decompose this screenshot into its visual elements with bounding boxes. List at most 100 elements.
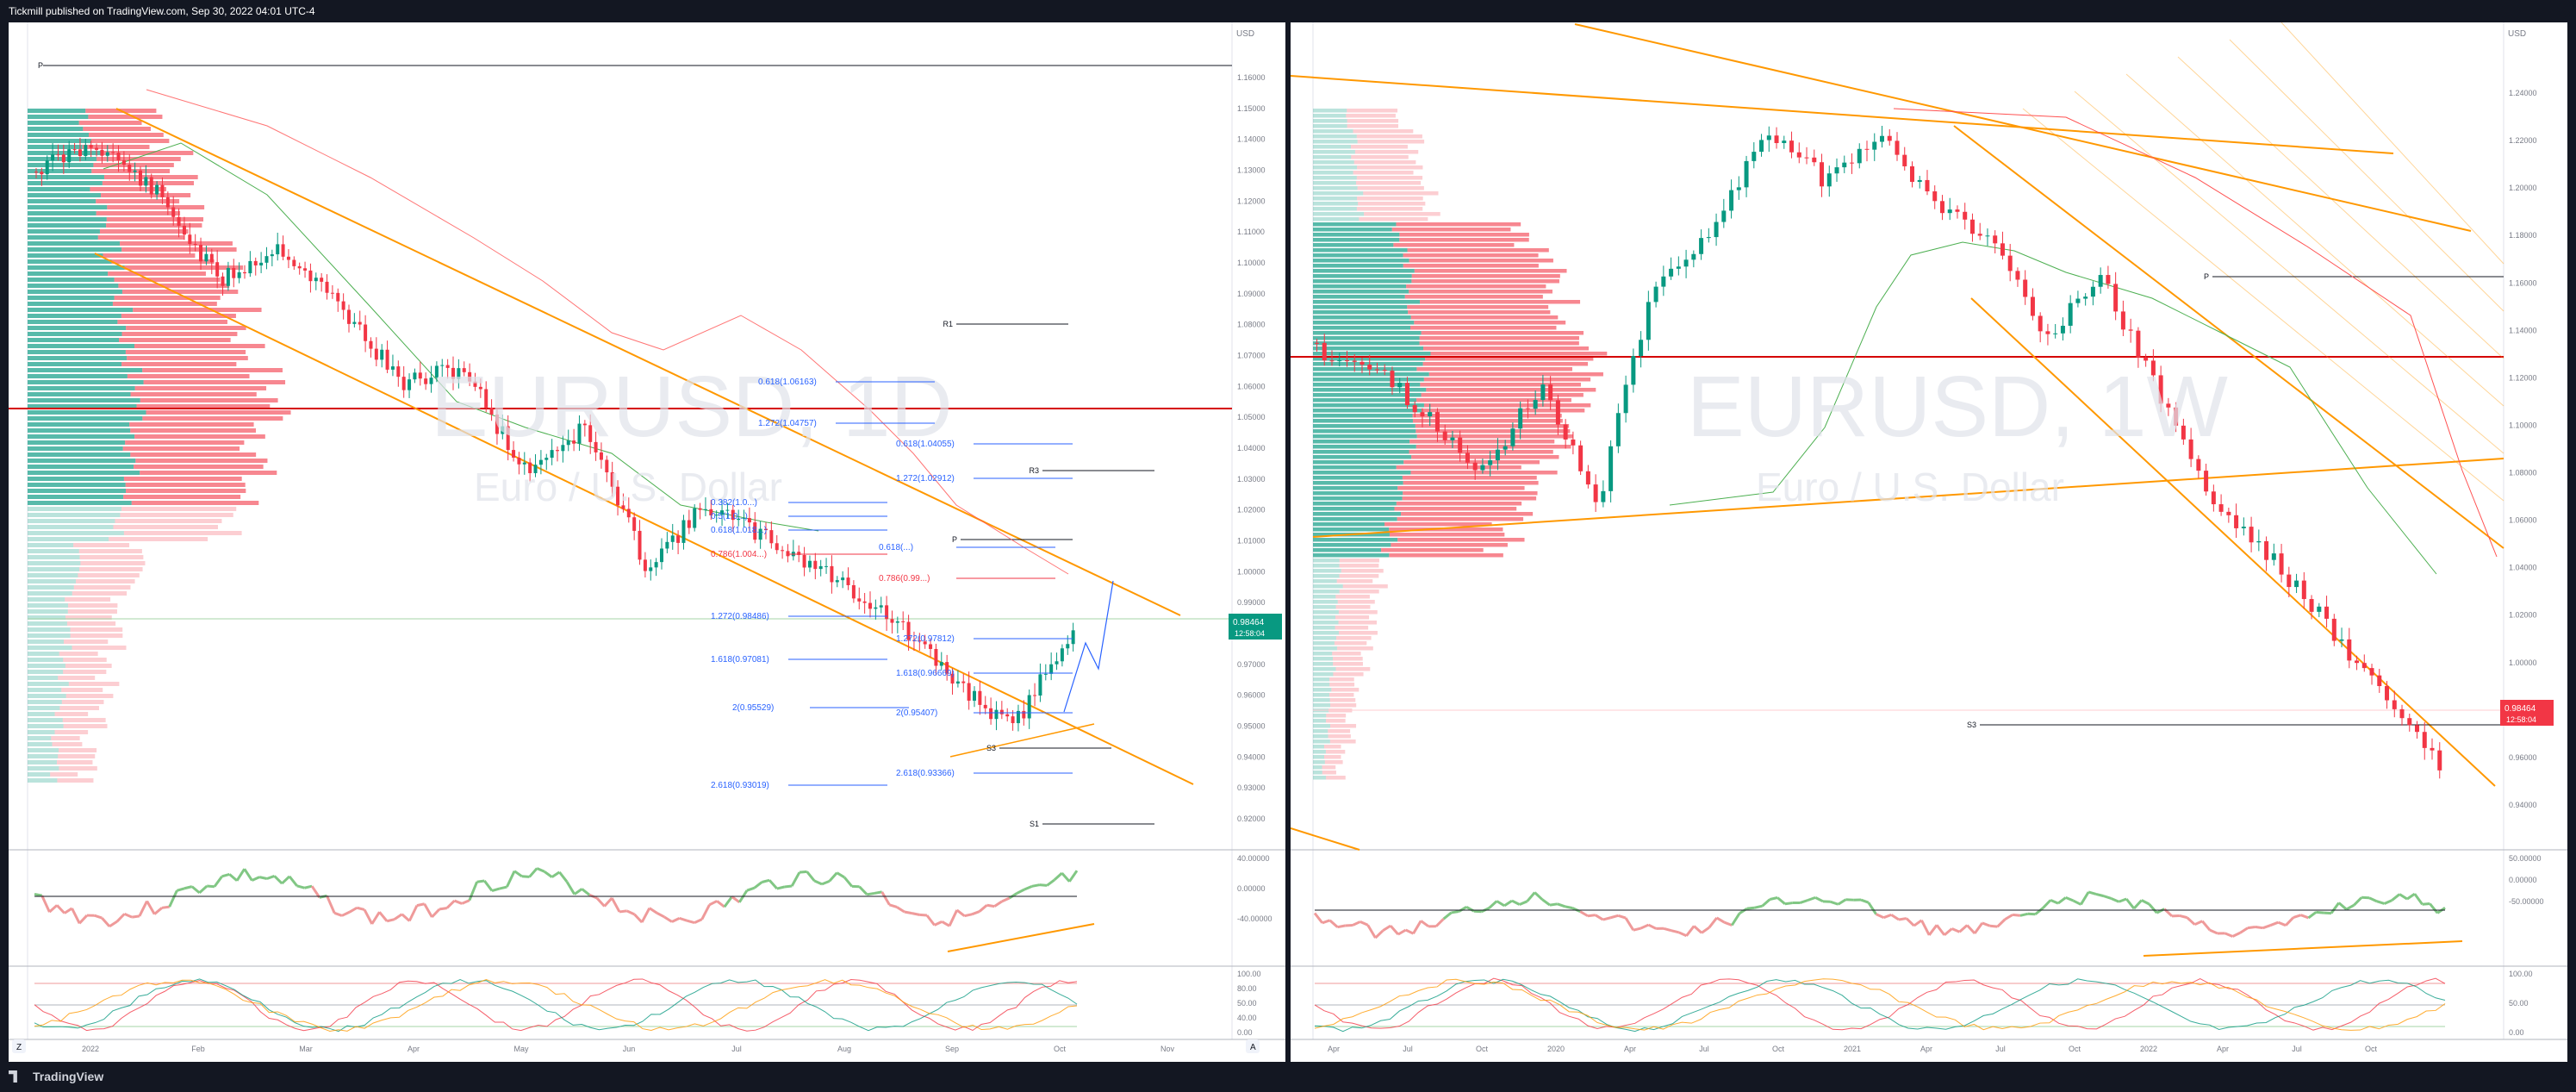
volume-bar-up <box>28 290 122 294</box>
right-chart-panel[interactable]: P S3 EURUSD, 1W Euro / U.S. Dollar 1.2400… <box>1291 22 2567 1062</box>
oscillator-line <box>1920 920 1931 936</box>
pivot-label: P <box>952 535 957 544</box>
candle-body <box>2098 275 2103 287</box>
candle-body <box>1352 360 1357 362</box>
volume-bar-down <box>1389 553 1503 558</box>
oscillator-line <box>34 892 42 897</box>
candle-body <box>681 520 686 543</box>
price-tick-label: 1.01000 <box>1237 537 1266 546</box>
volume-bar-down <box>1334 641 1367 646</box>
oscillator-line <box>40 895 51 913</box>
channel-parallel <box>2177 56 2504 359</box>
volume-bar-down <box>1421 331 1584 335</box>
oscillator-line <box>1723 920 1733 927</box>
right-chart-svg[interactable]: P S3 EURUSD, 1W Euro / U.S. Dollar 1.2400… <box>1291 22 2567 1062</box>
volume-bar-up <box>28 326 127 330</box>
candle-body <box>561 445 565 452</box>
volume-bar-up <box>28 525 114 529</box>
oscillator-line <box>1337 924 1346 929</box>
oscillator-line <box>1935 924 1946 936</box>
candle-body <box>1548 384 1553 401</box>
stoch-line <box>34 978 1078 1033</box>
candle-body <box>2392 700 2397 709</box>
oscillator-line <box>880 891 891 906</box>
oscillator-line <box>1837 898 1847 906</box>
volume-bar-up <box>1313 734 1328 739</box>
left-chart-panel[interactable]: R1 R3 P S3 S1 P EURUSD, 1D Euro / U.S. Dollar… <box>9 22 1285 1062</box>
osc2-tick-label: 0.00 <box>1237 1028 1253 1037</box>
volume-bar-up <box>28 169 92 173</box>
volume-bar-down <box>1353 160 1416 165</box>
candle-body <box>1038 674 1042 696</box>
price-tick-label: 0.99000 <box>1237 598 1266 607</box>
volume-bar-down <box>89 133 164 137</box>
right-time-axis[interactable]: Apr Jul Oct 2020 Apr Jul Oct 2021 Apr Jul Oct 2022 A… <box>1328 1045 2378 1053</box>
candle-body <box>868 602 872 609</box>
panel-divider <box>1285 22 1291 1062</box>
candle-body <box>550 450 554 459</box>
oscillator-line <box>461 899 470 905</box>
osc2-tick-label: 40.00 <box>1237 1014 1257 1022</box>
candle-body <box>983 704 987 708</box>
volume-bar-down <box>129 422 254 427</box>
volume-bar-up <box>1313 584 1343 589</box>
candle-body <box>1774 135 1779 144</box>
volume-bar-up <box>28 278 115 282</box>
candle-body <box>1623 384 1628 414</box>
oscillator-line <box>386 918 395 923</box>
volume-bar-down <box>121 507 237 511</box>
time-tick-label: Jun <box>623 1045 636 1053</box>
oscillator-line <box>1397 928 1407 936</box>
volume-bar-up <box>28 386 135 390</box>
left-zoom-button[interactable]: Z <box>12 1039 26 1053</box>
left-price-axis[interactable]: 1.16000 1.15000 1.14000 1.13000 1.12000 1.110… <box>1237 73 1272 1037</box>
left-time-axis[interactable]: 2022 Feb Mar Apr May Jun Jul Aug Sep Oct Nov <box>82 1045 1175 1053</box>
volume-bar-up <box>1313 729 1328 733</box>
volume-bar-down <box>1416 445 1571 449</box>
oscillator-line <box>2095 892 2105 898</box>
left-chart-svg[interactable]: R1 R3 P S3 S1 P EURUSD, 1D Euro / U.S. Dollar… <box>9 22 1285 1062</box>
channel-parallel <box>2280 22 2504 265</box>
volume-bar-down <box>72 646 127 650</box>
volume-bar-down <box>96 211 181 215</box>
candle-body <box>1555 400 1560 425</box>
stoch-line <box>1314 978 2446 1031</box>
candle-body <box>1804 157 1809 159</box>
oscillator-line <box>2103 895 2112 900</box>
candle-body <box>1985 235 1990 237</box>
volume-bar-up <box>1313 150 1355 154</box>
right-price-axis[interactable]: 1.24000 1.22000 1.20000 1.18000 1.16000 1.140… <box>2509 89 2544 1037</box>
candle-body <box>264 256 269 263</box>
left-auto-scale-button[interactable]: A <box>1246 1039 1260 1053</box>
volume-bar-down <box>1394 507 1517 511</box>
volume-bar-up <box>1313 693 1329 697</box>
pivot-label: P <box>2204 272 2209 281</box>
volume-bar-up <box>28 724 64 728</box>
candle-body <box>758 528 762 540</box>
volume-bar-up <box>28 766 59 771</box>
volume-bar-up <box>1313 765 1322 770</box>
candle-body <box>1639 340 1644 357</box>
oscillator-line <box>708 900 718 907</box>
candle-body <box>121 159 126 165</box>
volume-bar-down <box>114 296 221 300</box>
oscillator-line <box>679 916 688 922</box>
volume-bar-up <box>28 241 121 246</box>
oscillator-line <box>1541 898 1551 907</box>
candle-body <box>2249 527 2254 543</box>
candle-body <box>813 560 818 570</box>
candle-body <box>413 372 417 380</box>
projection <box>949 723 1095 758</box>
tradingview-logo[interactable]: TradingView <box>9 1070 103 1083</box>
oscillator-line <box>153 907 163 915</box>
candle-body <box>61 154 65 163</box>
time-tick-label: Apr <box>2217 1045 2229 1053</box>
volume-bar-down <box>101 193 191 197</box>
volume-bar-up <box>28 440 126 445</box>
candle-body <box>2339 639 2344 641</box>
volume-bar-up <box>1313 471 1411 475</box>
candle-body <box>999 709 1004 714</box>
candle-body <box>1834 167 1839 174</box>
volume-bar-down <box>1326 714 1347 718</box>
oscillator-line <box>2330 902 2340 914</box>
